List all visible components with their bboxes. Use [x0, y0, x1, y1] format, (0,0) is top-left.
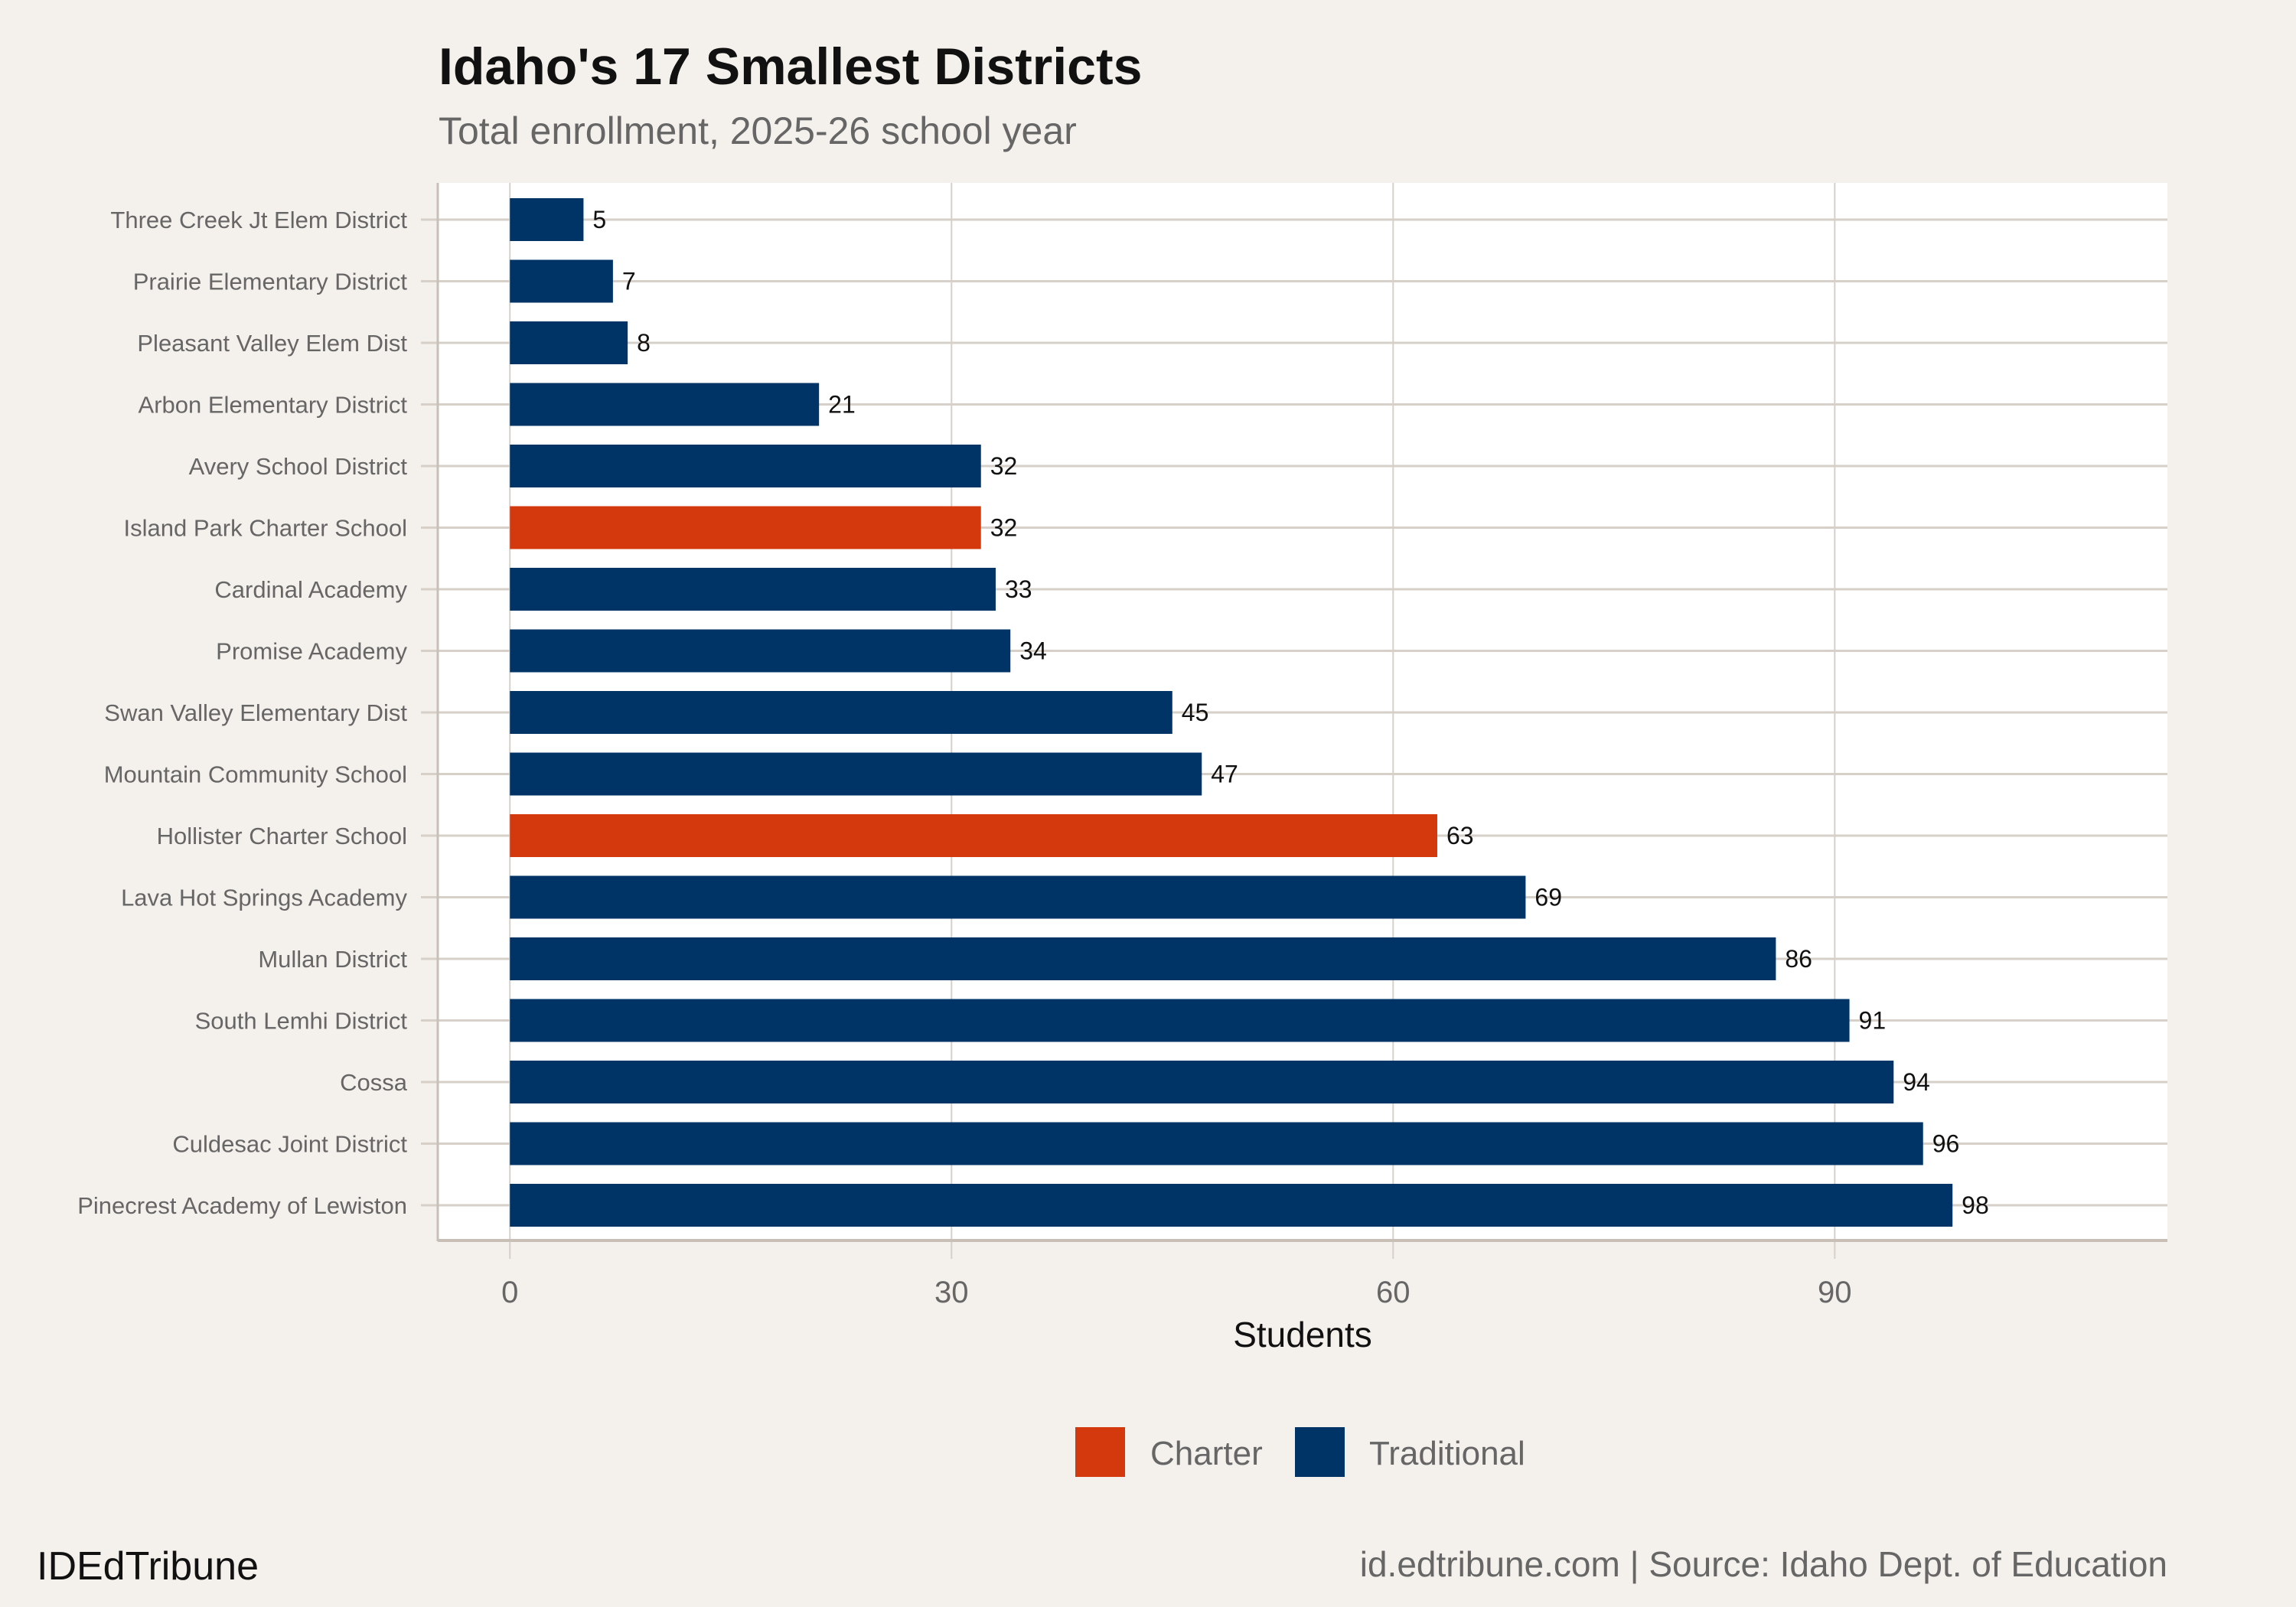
x-tick-label: 0 [501, 1276, 518, 1309]
bar [510, 814, 1437, 857]
y-tick-label: South Lemhi District [195, 1008, 408, 1035]
bar [510, 999, 1850, 1042]
value-label: 63 [1446, 822, 1474, 849]
bar [510, 259, 613, 303]
bars [510, 198, 1953, 1227]
bar [510, 875, 1526, 919]
value-label: 86 [1785, 945, 1812, 973]
y-tick-label: Hollister Charter School [157, 823, 407, 849]
value-label: 32 [990, 514, 1018, 542]
legend-swatch-traditional [1295, 1427, 1345, 1477]
x-tick-label: 90 [1818, 1276, 1852, 1309]
y-tick-label: Swan Valley Elementary Dist [104, 699, 407, 726]
value-label: 8 [637, 329, 651, 357]
bar [510, 198, 584, 241]
bar [510, 445, 981, 487]
value-label: 5 [592, 206, 606, 233]
y-tick-label: Cossa [340, 1069, 408, 1096]
footer-source: id.edtribune.com | Source: Idaho Dept. o… [1360, 1544, 2167, 1584]
y-tick-label: Lava Hot Springs Academy [121, 885, 407, 911]
y-tick-label: Avery School District [189, 453, 408, 480]
bar [510, 1184, 1953, 1227]
bar [510, 752, 1202, 796]
value-label: 91 [1859, 1007, 1887, 1035]
value-label: 33 [1005, 575, 1032, 603]
bar [510, 1122, 1923, 1165]
y-axis-labels: Three Creek Jt Elem District Prairie Elem… [77, 207, 408, 1219]
legend-label-traditional: Traditional [1369, 1435, 1525, 1472]
bar [510, 1061, 1894, 1103]
value-label: 98 [1962, 1191, 1989, 1219]
legend: Charter Traditional [1075, 1427, 1525, 1477]
bar [510, 937, 1776, 980]
y-tick-label: Arbon Elementary District [139, 392, 408, 419]
bar [510, 691, 1172, 734]
y-tick-label: Culdesac Joint District [172, 1131, 407, 1158]
legend-label-charter: Charter [1150, 1435, 1263, 1472]
value-label: 69 [1534, 884, 1562, 911]
x-tick-label: 60 [1376, 1276, 1411, 1309]
y-tick-label: Island Park Charter School [124, 515, 407, 542]
bar [510, 506, 981, 549]
legend-swatch-charter [1075, 1427, 1125, 1477]
value-label: 47 [1211, 761, 1238, 788]
y-tick-label: Mountain Community School [104, 761, 407, 788]
bar [510, 321, 628, 364]
x-tick-label: 30 [934, 1276, 969, 1309]
bar [510, 383, 820, 426]
value-label: 34 [1019, 637, 1047, 665]
chart-title: Idaho's 17 Smallest Districts [439, 37, 1142, 96]
y-tick-label: Three Creek Jt Elem District [110, 207, 407, 233]
y-tick-label: Pinecrest Academy of Lewiston [77, 1192, 407, 1219]
value-label: 7 [622, 268, 636, 295]
y-tick-label: Mullan District [258, 946, 407, 973]
value-labels: 5 7 8 21 32 32 33 34 45 47 63 69 86 91 94 96 98 [592, 206, 1988, 1219]
value-label: 45 [1182, 699, 1209, 726]
bar [510, 568, 996, 611]
x-axis-title: Students [1233, 1315, 1372, 1354]
value-label: 21 [828, 391, 856, 419]
footer-brand: IDEdTribune [37, 1544, 259, 1589]
y-tick-label: Prairie Elementary District [133, 269, 408, 295]
chart-subtitle: Total enrollment, 2025-26 school year [439, 109, 1077, 152]
x-axis-ticks: 0 30 60 90 [501, 1240, 1852, 1309]
value-label: 32 [990, 452, 1018, 480]
value-label: 94 [1903, 1068, 1930, 1096]
value-label: 96 [1932, 1130, 1960, 1158]
y-tick-label: Pleasant Valley Elem Dist [137, 330, 407, 357]
y-tick-label: Cardinal Academy [214, 576, 407, 603]
y-tick-label: Promise Academy [216, 638, 407, 665]
bar [510, 629, 1011, 673]
